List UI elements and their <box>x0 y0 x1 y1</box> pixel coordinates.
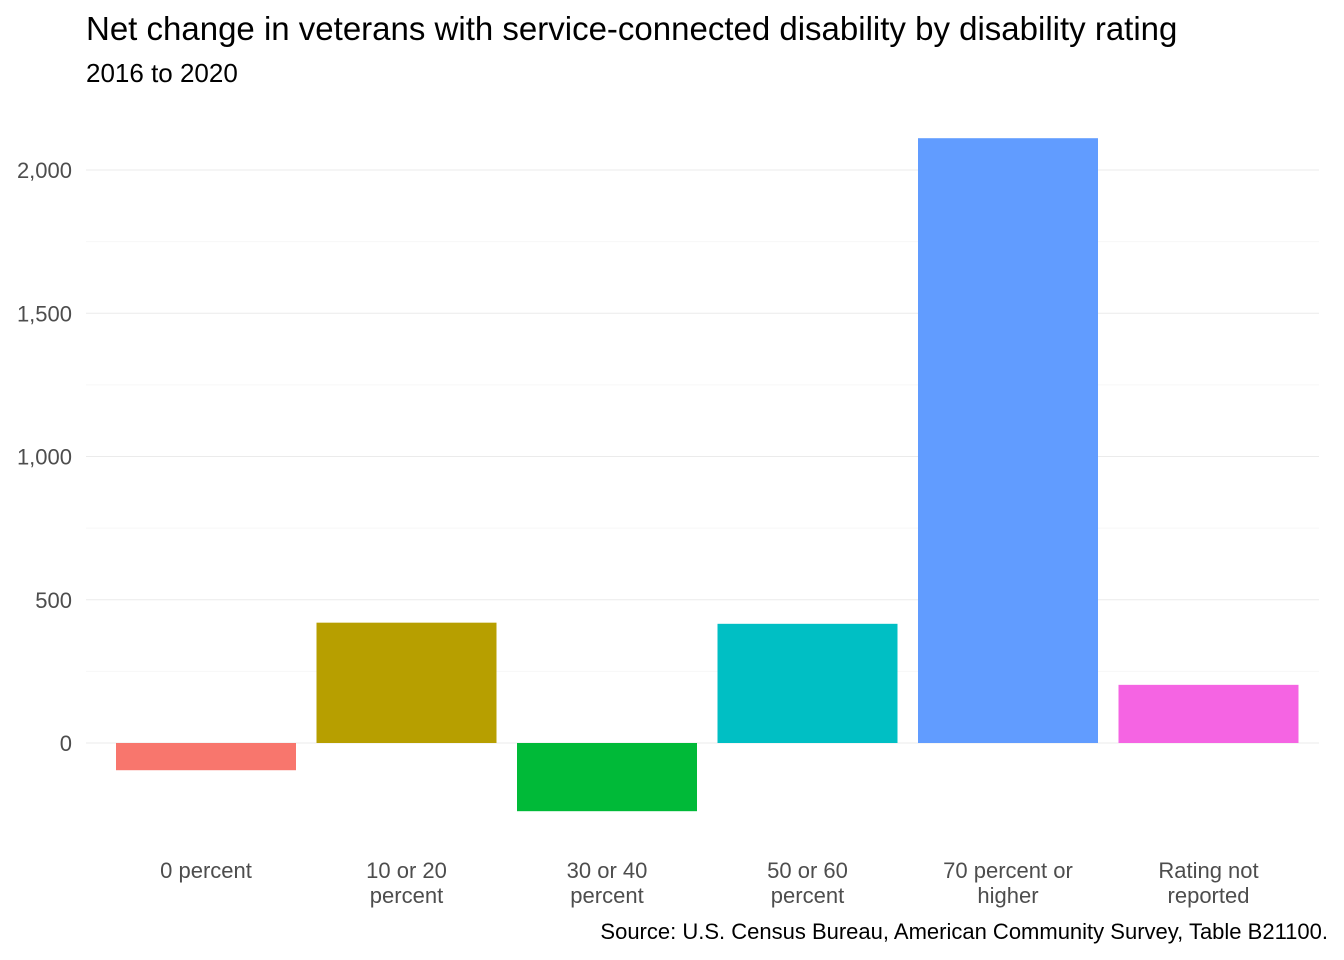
x-tick-label: 10 or 20 <box>366 858 447 883</box>
y-tick-label: 2,000 <box>17 158 72 183</box>
bar <box>116 743 296 771</box>
y-tick-label: 1,500 <box>17 301 72 326</box>
x-tick-label: percent <box>771 883 844 908</box>
x-tick-label: 0 percent <box>160 858 252 883</box>
bar <box>517 743 697 812</box>
x-tick-label: percent <box>570 883 643 908</box>
x-tick-label: 30 or 40 <box>567 858 648 883</box>
x-tick-label: percent <box>370 883 443 908</box>
y-tick-label: 1,000 <box>17 445 72 470</box>
x-tick-label: higher <box>977 883 1038 908</box>
chart-caption: Source: U.S. Census Bureau, American Com… <box>600 919 1328 944</box>
y-tick-label: 0 <box>60 731 72 756</box>
y-tick-label: 500 <box>35 588 72 613</box>
bar <box>316 622 497 743</box>
bar <box>1118 684 1299 743</box>
bars <box>116 138 1299 812</box>
x-tick-label: 50 or 60 <box>767 858 848 883</box>
x-tick-label: Rating not <box>1158 858 1258 883</box>
x-tick-label: reported <box>1168 883 1250 908</box>
chart-title: Net change in veterans with service-conn… <box>86 10 1178 47</box>
x-tick-label: 70 percent or <box>943 858 1073 883</box>
bar <box>717 623 898 743</box>
y-axis-ticks: 0 500 1,000 1,500 2,000 <box>17 158 72 756</box>
chart-subtitle: 2016 to 2020 <box>86 58 238 88</box>
gridlines <box>86 169 1319 744</box>
bar <box>918 138 1098 744</box>
